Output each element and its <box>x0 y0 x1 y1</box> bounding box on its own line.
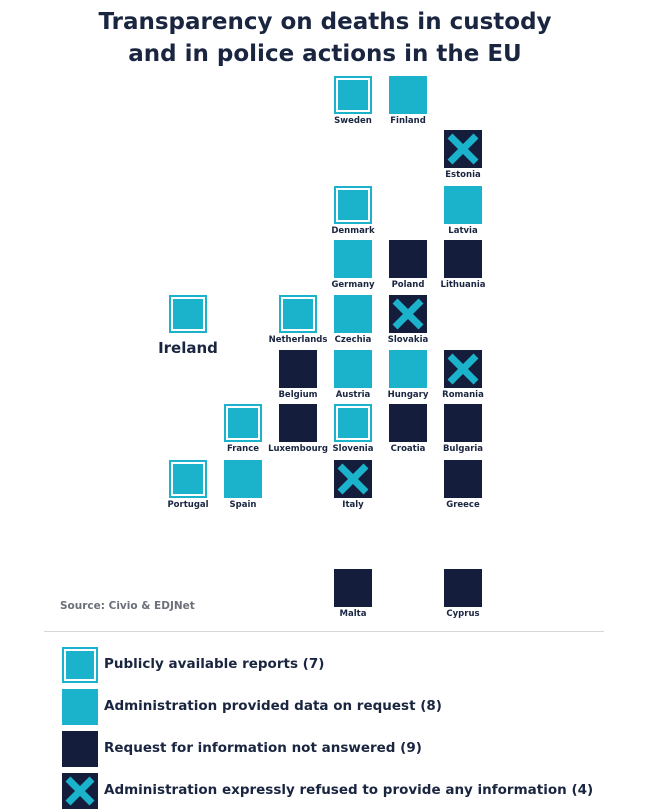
label-malta: Malta <box>339 609 367 619</box>
label-hungary: Hungary <box>387 390 429 400</box>
chart-title: Transparency on deaths in custody and in… <box>0 6 650 70</box>
cross-icon <box>65 776 95 806</box>
tile-netherlands <box>279 295 317 333</box>
label-lithuania: Lithuania <box>440 280 486 290</box>
label-romania: Romania <box>442 390 484 400</box>
tile-croatia <box>389 404 427 442</box>
label-czechia: Czechia <box>334 335 372 345</box>
legend-item-noanswer: Request for information not answered (9) <box>62 731 622 767</box>
title-line-1: Transparency on deaths in custody <box>98 9 552 35</box>
title-line-2: and in police actions in the EU <box>128 41 522 67</box>
legend-divider <box>44 631 604 632</box>
tile-france <box>224 404 262 442</box>
label-italy: Italy <box>342 500 364 510</box>
label-sweden: Sweden <box>334 116 372 126</box>
label-portugal: Portugal <box>167 500 209 510</box>
tile-romania <box>444 350 482 388</box>
label-denmark: Denmark <box>331 226 375 236</box>
label-netherlands: Netherlands <box>268 335 328 345</box>
tile-belgium <box>279 350 317 388</box>
legend-swatch-noanswer <box>62 731 98 767</box>
legend-label: Request for information not answered (9) <box>104 740 422 756</box>
label-greece: Greece <box>446 500 480 510</box>
legend-swatch-provided <box>62 689 98 725</box>
cross-icon <box>337 463 369 495</box>
label-cyprus: Cyprus <box>446 609 480 619</box>
label-poland: Poland <box>391 280 425 290</box>
legend-swatch-reports <box>62 647 98 683</box>
label-croatia: Croatia <box>390 444 426 454</box>
label-bulgaria: Bulgaria <box>442 444 484 454</box>
cross-icon <box>447 353 479 385</box>
tile-estonia <box>444 130 482 168</box>
tile-bulgaria <box>444 404 482 442</box>
legend-label: Publicly available reports (7) <box>104 656 325 672</box>
label-spain: Spain <box>229 500 257 510</box>
cross-icon <box>447 133 479 165</box>
country-tile-grid: Sweden Finland Estonia Denmark Latvia Germany… <box>158 76 486 619</box>
tile-czechia <box>334 295 372 333</box>
tile-cyprus <box>444 569 482 607</box>
label-estonia: Estonia <box>445 170 481 180</box>
legend-item-reports: Publicly available reports (7) <box>62 647 622 683</box>
label-slovenia: Slovenia <box>332 444 374 454</box>
label-luxembourg: Luxembourg <box>268 444 328 454</box>
source-note: Source: Civio & EDJNet <box>60 600 195 612</box>
tile-germany <box>334 240 372 278</box>
tile-austria <box>334 350 372 388</box>
tile-spain <box>224 460 262 498</box>
label-latvia: Latvia <box>448 226 478 236</box>
tile-italy <box>334 460 372 498</box>
tile-ireland <box>169 295 207 333</box>
label-france: France <box>226 444 260 454</box>
label-belgium: Belgium <box>278 390 318 400</box>
cross-icon <box>392 298 424 330</box>
tile-greece <box>444 460 482 498</box>
label-germany: Germany <box>331 280 375 290</box>
legend-label: Administration provided data on request … <box>104 698 442 714</box>
legend-swatch-refused <box>62 773 98 809</box>
tile-slovakia <box>389 295 427 333</box>
tile-sweden <box>334 76 372 114</box>
label-finland: Finland <box>390 116 426 126</box>
legend-item-refused: Administration expressly refused to prov… <box>62 773 622 809</box>
label-austria: Austria <box>335 390 371 400</box>
tile-lithuania <box>444 240 482 278</box>
tile-hungary <box>389 350 427 388</box>
tile-poland <box>389 240 427 278</box>
tile-malta <box>334 569 372 607</box>
tile-finland <box>389 76 427 114</box>
label-slovakia: Slovakia <box>387 335 429 345</box>
tile-latvia <box>444 186 482 224</box>
legend-label: Administration expressly refused to prov… <box>104 782 594 798</box>
legend-item-provided: Administration provided data on request … <box>62 689 622 725</box>
tile-portugal <box>169 460 207 498</box>
tile-slovenia <box>334 404 372 442</box>
tile-luxembourg <box>279 404 317 442</box>
tile-denmark <box>334 186 372 224</box>
label-ireland: Ireland <box>158 339 218 357</box>
